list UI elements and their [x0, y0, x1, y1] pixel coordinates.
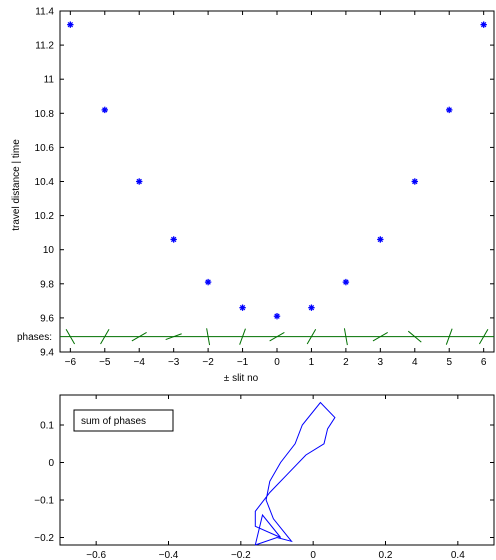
top-y-tick-label: 11 — [44, 75, 55, 86]
bottom-chart: −0.6 −0.4 −0.2 0 0.2 0.4 −0.2 −0.1 0 0.1 sum of … — [34, 394, 495, 560]
top-y-tick-label: 10.6 — [35, 143, 55, 154]
top-y-tick-label: 10.2 — [35, 211, 55, 222]
bottom-x-tick-label: 0 — [310, 550, 316, 560]
data-point — [273, 312, 281, 320]
bottom-y-tick-label: −0.2 — [34, 533, 54, 544]
top-x-axis-label: ± slit no — [224, 373, 259, 384]
data-point — [411, 178, 418, 185]
data-point — [308, 304, 315, 311]
top-x-tick-label: 4 — [412, 357, 418, 368]
top-x-tick-label: −5 — [99, 357, 111, 368]
legend-label: sum of phases — [81, 416, 146, 427]
top-y-tick-label: 11.4 — [35, 7, 54, 18]
legend-box — [73, 409, 174, 432]
phase-marks — [65, 328, 489, 346]
bottom-x-tick-label: 0.4 — [451, 550, 465, 560]
top-x-tick-label: −1 — [237, 357, 249, 368]
top-y-tick-label: 9.6 — [40, 313, 54, 324]
data-point — [67, 21, 74, 28]
data-point — [342, 278, 350, 286]
phase-mark — [343, 328, 348, 346]
top-x-tick-label: 3 — [378, 357, 384, 368]
bottom-x-tick-label: −0.4 — [159, 550, 179, 560]
top-x-tick-label: 6 — [481, 357, 487, 368]
top-y-tick-label: 9.8 — [40, 279, 54, 290]
top-x-tick-label: 0 — [274, 357, 280, 368]
data-point — [480, 21, 487, 28]
phases-label: phases: — [17, 332, 52, 343]
top-y-tick-label: 10 — [43, 245, 55, 256]
phase-mark — [100, 329, 110, 345]
top-x-tick-label: −6 — [65, 357, 77, 368]
phase-mark — [407, 330, 422, 343]
top-chart: −6 −5 −4 −3 −2 −1 0 1 2 3 4 5 6 9.4 9.6 9.8 10 10.2 10.4 1… — [11, 7, 495, 384]
phase-mark — [478, 329, 489, 345]
phase-mark — [269, 331, 285, 342]
top-x-tick-label: 1 — [309, 357, 315, 368]
top-x-ticks: −6 −5 −4 −3 −2 −1 0 1 2 3 4 5 6 — [65, 11, 487, 368]
top-x-tick-label: 5 — [446, 357, 452, 368]
phase-mark — [445, 328, 453, 345]
top-data-points — [67, 21, 487, 320]
bottom-x-ticks: −0.6 −0.4 −0.2 0 0.2 0.4 — [86, 395, 465, 560]
phase-mark — [206, 328, 211, 346]
top-y-tick-label: 10.8 — [35, 109, 55, 120]
top-x-tick-label: −4 — [134, 357, 146, 368]
top-y-tick-label: 9.4 — [40, 348, 54, 359]
data-point — [101, 106, 108, 114]
top-y-axis-label: travel distance | time — [11, 139, 22, 231]
phase-mark — [306, 329, 317, 345]
data-point — [136, 178, 143, 185]
data-point — [239, 304, 246, 311]
phase-mark — [165, 333, 182, 341]
sum-of-phases-line — [254, 401, 336, 546]
bottom-y-ticks: −0.2 −0.1 0 0.1 — [34, 421, 494, 544]
top-y-tick-label: 11.2 — [35, 41, 54, 52]
bottom-y-tick-label: 0 — [48, 458, 54, 469]
top-plot-area — [59, 10, 495, 353]
phase-mark — [372, 331, 388, 342]
data-point — [204, 278, 212, 286]
bottom-x-tick-label: −0.6 — [86, 550, 106, 560]
bottom-x-tick-label: 0.2 — [379, 550, 393, 560]
bottom-y-tick-label: 0.1 — [40, 421, 54, 432]
data-point — [377, 236, 384, 243]
top-x-tick-label: −2 — [202, 357, 214, 368]
phase-mark — [65, 329, 76, 345]
top-x-tick-label: −3 — [168, 357, 180, 368]
top-y-tick-label: 10.4 — [35, 177, 55, 188]
top-y-ticks: 9.4 9.6 9.8 10 10.2 10.4 10.6 10.8 11 11.2 11.4 — [35, 7, 494, 359]
bottom-y-tick-label: −0.1 — [34, 496, 54, 507]
top-x-tick-label: 2 — [343, 357, 349, 368]
data-point — [170, 236, 177, 243]
bottom-x-tick-label: −0.2 — [231, 550, 251, 560]
phase-mark — [239, 328, 246, 345]
data-point — [446, 106, 453, 114]
phase-mark — [131, 331, 147, 342]
